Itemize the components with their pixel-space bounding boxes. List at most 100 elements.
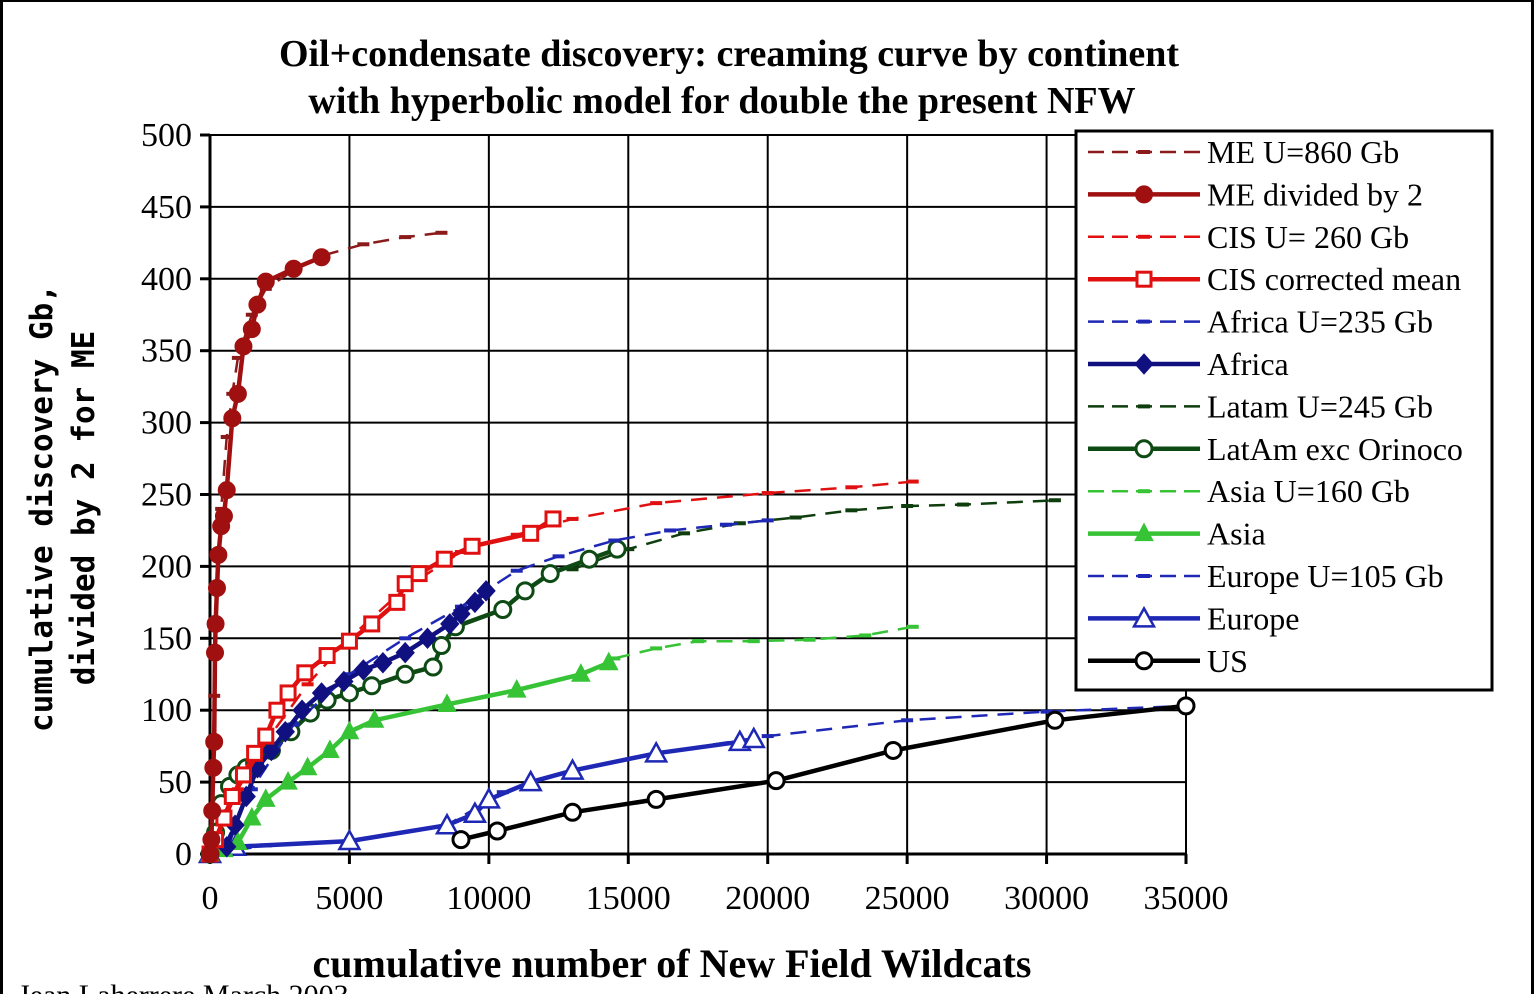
series-point xyxy=(462,801,488,823)
series-point xyxy=(241,806,262,826)
x-tick-label: 35000 xyxy=(1144,880,1229,917)
legend-item: Europe U=105 Gb xyxy=(1088,558,1444,594)
series-point xyxy=(435,550,453,568)
series-point xyxy=(312,248,331,267)
series-point xyxy=(598,651,619,671)
series-line xyxy=(572,499,1055,571)
series-point xyxy=(395,664,415,684)
series-point xyxy=(217,481,236,500)
series-point xyxy=(339,720,360,740)
series-point xyxy=(268,701,286,719)
series-point xyxy=(506,678,527,698)
series-point xyxy=(223,409,242,428)
series-point xyxy=(437,693,457,712)
y-axis-label-line-2: divided by 2 for ME xyxy=(66,331,102,686)
series-point xyxy=(275,721,295,743)
series-point xyxy=(248,295,267,314)
series-point xyxy=(234,766,252,784)
legend-item: LatAm exc Orinoco xyxy=(1088,431,1463,467)
series-point xyxy=(571,663,591,682)
series-point xyxy=(388,593,406,611)
series-point xyxy=(234,337,253,356)
series-point xyxy=(440,613,460,635)
series-point xyxy=(214,507,233,526)
legend-item: Africa xyxy=(1088,346,1289,382)
legend-item: Africa U=235 Gb xyxy=(1088,304,1433,340)
y-axis-label: cumulative discovery Gb, divided by 2 fo… xyxy=(24,284,102,732)
series-point xyxy=(206,643,225,662)
series-point xyxy=(463,537,481,555)
chart-title-line-1: Oil+condensate discovery: creaming curve… xyxy=(279,33,1179,75)
x-tick-label: 25000 xyxy=(865,880,950,917)
series-point xyxy=(515,581,535,601)
series-point xyxy=(644,740,669,763)
series-point xyxy=(205,732,224,751)
series-point xyxy=(261,739,282,762)
y-tick-label: 350 xyxy=(141,333,192,370)
series-point xyxy=(318,647,336,665)
series-point xyxy=(202,830,221,849)
series-point xyxy=(579,549,599,569)
series-point xyxy=(607,539,627,559)
series-point xyxy=(257,727,275,745)
series-point xyxy=(362,676,382,696)
series-point xyxy=(493,600,513,620)
series-point xyxy=(297,756,318,776)
legend-item: ME divided by 2 xyxy=(1088,176,1423,212)
series-point xyxy=(311,682,332,704)
series-point xyxy=(320,739,340,758)
legend-swatch-marker xyxy=(1135,185,1153,204)
x-tick-label: 15000 xyxy=(586,880,671,917)
legend: ME U=860 Gb ME divided by 2 CIS U= 260 Gb C… xyxy=(1074,129,1494,692)
series-cis-corrected-mean xyxy=(201,510,562,863)
x-tick-label: 30000 xyxy=(1004,880,1089,917)
legend-label: US xyxy=(1207,643,1248,679)
y-tick-label: 450 xyxy=(141,189,192,226)
series-point xyxy=(373,651,393,674)
y-tick-label: 100 xyxy=(141,692,192,729)
series-point xyxy=(395,641,415,664)
series-point xyxy=(1176,696,1196,716)
series-point xyxy=(363,615,381,633)
series-point xyxy=(560,758,585,780)
y-tick-label: 50 xyxy=(158,764,192,801)
credit-text: Jean Laherrere March 2003 xyxy=(18,979,349,994)
series-point xyxy=(279,684,297,702)
legend-label: Europe U=105 Gb xyxy=(1207,558,1444,594)
series-asia-u-160-gb xyxy=(608,624,919,661)
series-line xyxy=(614,625,913,660)
series-point xyxy=(340,632,358,650)
series-point xyxy=(451,830,471,850)
series-point xyxy=(207,578,226,597)
legend-label: CIS corrected mean xyxy=(1207,261,1461,297)
legend-label: ME divided by 2 xyxy=(1207,176,1423,212)
legend-item: Asia xyxy=(1088,516,1266,552)
y-axis-label-line-1: cumulative discovery Gb, xyxy=(24,284,60,732)
legend-box xyxy=(1074,129,1494,692)
legend-swatch-marker xyxy=(1134,651,1154,671)
series-point xyxy=(540,564,560,584)
legend-label: LatAm exc Orinoco xyxy=(1207,431,1463,467)
legend-item: US xyxy=(1088,643,1248,679)
legend-swatch-marker xyxy=(1135,270,1153,288)
x-tick-label: 5000 xyxy=(315,880,383,917)
legend-item: CIS corrected mean xyxy=(1088,261,1461,297)
series-africa xyxy=(217,580,496,858)
series-point xyxy=(296,664,314,682)
series-point xyxy=(292,699,312,721)
y-tick-label: 150 xyxy=(141,620,192,657)
legend-item: Asia U=160 Gb xyxy=(1088,473,1410,509)
x-tick-label: 20000 xyxy=(725,880,810,917)
series-point xyxy=(883,740,903,760)
series-point xyxy=(544,510,562,528)
legend-swatch-marker xyxy=(1134,522,1154,542)
series-point xyxy=(203,801,222,820)
series-line xyxy=(207,546,618,855)
series-point xyxy=(228,384,247,403)
series-point xyxy=(741,726,766,749)
series-point xyxy=(646,789,666,809)
y-tick-label: 250 xyxy=(141,477,192,514)
legend-item: Latam U=245 Gb xyxy=(1088,388,1433,424)
legend-swatch-marker xyxy=(1134,439,1154,459)
